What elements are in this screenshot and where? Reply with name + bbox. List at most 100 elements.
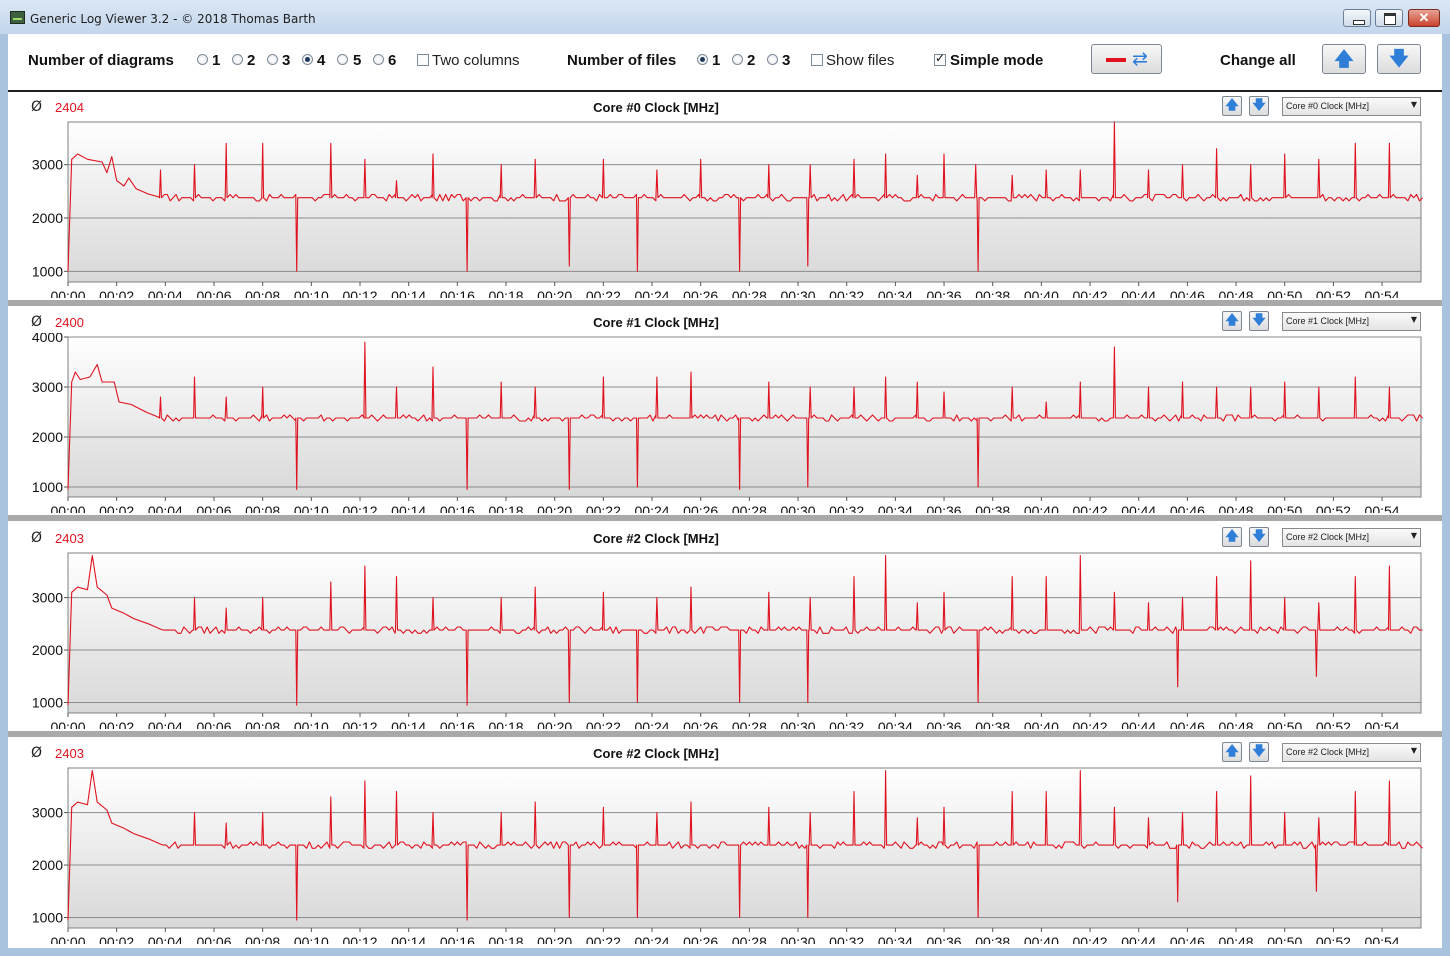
x-tick-label: 00:46 [1170, 719, 1205, 729]
x-tick-label: 00:52 [1316, 934, 1351, 944]
x-tick-label: 00:26 [683, 934, 718, 944]
sensor-select-value: Core #2 Clock [MHz] [1286, 747, 1370, 757]
x-tick-label: 00:44 [1121, 503, 1156, 513]
files-radio-3[interactable] [767, 54, 778, 65]
line-color-icon [1106, 58, 1126, 62]
diagram-up-button[interactable]: 🡅 [1222, 311, 1242, 331]
sensor-select-value: Core #1 Clock [MHz] [1286, 316, 1370, 326]
x-tick-label: 00:02 [99, 719, 134, 729]
sensor-select-value: Core #2 Clock [MHz] [1286, 532, 1370, 542]
diagrams-radio-5[interactable] [337, 54, 348, 65]
x-tick-label: 00:32 [829, 934, 864, 944]
diagrams-radio-3[interactable] [267, 54, 278, 65]
files-radio-2[interactable] [732, 54, 743, 65]
chevron-down-icon: ▼ [1410, 746, 1417, 755]
y-tick-label: 3000 [32, 590, 63, 606]
x-tick-label: 00:00 [50, 288, 85, 298]
x-tick-label: 00:36 [927, 288, 962, 298]
diagram-up-button[interactable]: 🡅 [1222, 96, 1242, 116]
line-chart: 1000 2000 3000 00:00 00:02 00:04 00:06 00:08 00:… [32, 552, 1423, 729]
x-tick-label: 00:40 [1024, 288, 1059, 298]
diagrams-radio-2[interactable] [232, 54, 243, 65]
sensor-select[interactable]: Core #0 Clock [MHz] ▼ [1282, 97, 1421, 116]
x-tick-label: 00:46 [1170, 288, 1205, 298]
x-tick-label: 00:16 [440, 719, 475, 729]
x-tick-label: 00:44 [1121, 934, 1156, 944]
average-icon: Ø [31, 745, 43, 761]
diagram-down-button[interactable]: 🡇 [1249, 96, 1269, 116]
diagram-up-button[interactable]: 🡅 [1222, 742, 1242, 762]
x-tick-label: 00:54 [1365, 288, 1400, 298]
swap-icon: ⇄ [1132, 48, 1148, 70]
title-bar[interactable]: Generic Log Viewer 3.2 - © 2018 Thomas B… [0, 0, 1450, 34]
files-count-label: Number of files [567, 52, 677, 69]
diagram-down-button[interactable]: 🡇 [1249, 311, 1269, 331]
x-tick-label: 00:44 [1121, 719, 1156, 729]
x-tick-label: 00:48 [1219, 719, 1254, 729]
average-value: 2403 [55, 746, 84, 761]
x-tick-label: 00:26 [683, 719, 718, 729]
x-tick-label: 00:50 [1267, 288, 1302, 298]
diagrams-radio-5-label: 5 [353, 52, 362, 69]
panel-divider[interactable] [8, 731, 1442, 737]
diagram-panel-3: Ø 2403 Core #2 Clock [MHz] 🡅 🡇 Core #2 C… [8, 523, 1442, 731]
y-tick-label: 4000 [32, 333, 63, 345]
minimize-button[interactable] [1343, 9, 1371, 27]
diagram-title: Core #0 Clock [MHz] [593, 100, 719, 115]
change-all-up-button[interactable]: 🡅 [1322, 44, 1366, 74]
x-tick-label: 00:28 [732, 719, 767, 729]
x-tick-label: 00:18 [488, 503, 523, 513]
x-tick-label: 00:10 [294, 288, 329, 298]
panel-divider[interactable] [8, 515, 1442, 521]
two-columns-checkbox[interactable] [417, 54, 429, 66]
diagrams-radio-6[interactable] [373, 54, 384, 65]
x-tick-label: 00:14 [391, 934, 426, 944]
x-tick-label: 00:36 [927, 719, 962, 729]
x-tick-label: 00:12 [342, 288, 377, 298]
files-radio-2-label: 2 [747, 52, 756, 69]
x-tick-label: 00:18 [488, 719, 523, 729]
diagrams-radio-4[interactable] [302, 54, 313, 65]
x-tick-label: 00:18 [488, 288, 523, 298]
x-tick-label: 00:40 [1024, 934, 1059, 944]
x-tick-label: 00:04 [148, 934, 183, 944]
change-all-down-button[interactable]: 🡇 [1377, 44, 1421, 74]
arrow-down-icon: 🡇 [1252, 98, 1266, 113]
show-files-checkbox[interactable] [811, 54, 823, 66]
arrow-up-icon: 🡅 [1334, 48, 1354, 70]
sensor-select[interactable]: Core #2 Clock [MHz] ▼ [1282, 743, 1421, 762]
x-tick-label: 00:30 [781, 503, 816, 513]
diagrams-count-label: Number of diagrams [28, 52, 174, 69]
change-all-label: Change all [1220, 52, 1296, 69]
plot-area [67, 767, 1422, 929]
sensor-select[interactable]: Core #1 Clock [MHz] ▼ [1282, 312, 1421, 331]
x-tick-label: 00:14 [391, 288, 426, 298]
maximize-button[interactable] [1375, 9, 1403, 27]
files-radio-1[interactable] [697, 54, 708, 65]
diagrams-radio-1[interactable] [197, 54, 208, 65]
diagram-title: Core #2 Clock [MHz] [593, 746, 719, 761]
x-tick-label: 00:46 [1170, 503, 1205, 513]
simple-mode-checkbox[interactable] [934, 51, 946, 66]
sensor-select[interactable]: Core #2 Clock [MHz] ▼ [1282, 528, 1421, 547]
x-tick-label: 00:16 [440, 288, 475, 298]
x-tick-label: 00:40 [1024, 719, 1059, 729]
y-tick-label: 1000 [32, 263, 63, 279]
diagrams-radio-2-label: 2 [247, 52, 256, 69]
arrow-up-icon: 🡅 [1225, 744, 1239, 759]
x-tick-label: 00:24 [635, 934, 670, 944]
x-tick-label: 00:48 [1219, 503, 1254, 513]
x-tick-label: 00:22 [586, 719, 621, 729]
panel-divider[interactable] [8, 300, 1442, 306]
arrow-down-icon: 🡇 [1389, 48, 1409, 70]
x-tick-label: 00:32 [829, 288, 864, 298]
close-button[interactable]: ✕ [1408, 9, 1440, 27]
y-tick-label: 2000 [32, 642, 63, 658]
diagram-down-button[interactable]: 🡇 [1249, 527, 1269, 547]
diagram-up-button[interactable]: 🡅 [1222, 527, 1242, 547]
color-swap-button[interactable]: ⇄ [1091, 44, 1162, 74]
diagram-down-button[interactable]: 🡇 [1249, 742, 1269, 762]
x-tick-label: 00:04 [148, 503, 183, 513]
average-icon: Ø [31, 530, 43, 546]
